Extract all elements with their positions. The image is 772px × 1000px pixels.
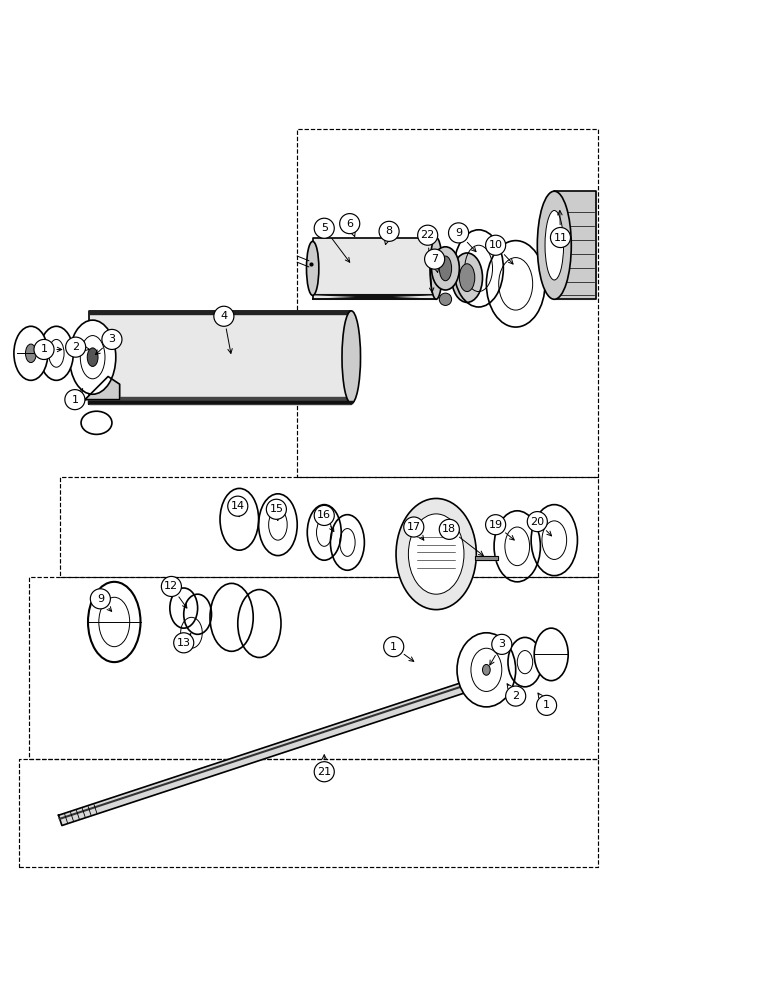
Circle shape xyxy=(102,329,122,349)
Circle shape xyxy=(340,214,360,234)
Circle shape xyxy=(214,306,234,326)
Text: 15: 15 xyxy=(269,504,283,514)
Circle shape xyxy=(314,505,334,525)
Text: 10: 10 xyxy=(489,240,503,250)
Text: 9: 9 xyxy=(455,228,462,238)
Text: 18: 18 xyxy=(442,524,456,534)
Ellipse shape xyxy=(482,664,490,675)
Circle shape xyxy=(34,339,54,359)
Text: 2: 2 xyxy=(72,342,80,352)
Text: 4: 4 xyxy=(220,311,228,321)
Polygon shape xyxy=(313,295,436,299)
Circle shape xyxy=(314,218,334,238)
Polygon shape xyxy=(475,556,498,560)
Ellipse shape xyxy=(439,256,452,281)
Circle shape xyxy=(449,223,469,243)
Ellipse shape xyxy=(439,293,452,305)
Ellipse shape xyxy=(545,211,564,280)
Ellipse shape xyxy=(306,241,319,295)
Ellipse shape xyxy=(87,348,98,366)
Ellipse shape xyxy=(69,320,116,394)
Ellipse shape xyxy=(39,326,73,380)
Circle shape xyxy=(90,589,110,609)
Polygon shape xyxy=(89,311,351,403)
Text: 1: 1 xyxy=(40,344,48,354)
Circle shape xyxy=(314,762,334,782)
Ellipse shape xyxy=(396,498,476,610)
Ellipse shape xyxy=(537,191,571,299)
Circle shape xyxy=(506,686,526,706)
Text: 1: 1 xyxy=(390,642,398,652)
Polygon shape xyxy=(313,238,436,299)
Circle shape xyxy=(379,221,399,241)
Ellipse shape xyxy=(342,311,361,403)
Ellipse shape xyxy=(471,648,502,691)
Text: 8: 8 xyxy=(385,226,393,236)
Circle shape xyxy=(550,227,571,248)
Ellipse shape xyxy=(452,253,482,302)
Circle shape xyxy=(404,517,424,537)
Polygon shape xyxy=(89,311,351,314)
Text: 19: 19 xyxy=(489,520,503,530)
Circle shape xyxy=(486,515,506,535)
Circle shape xyxy=(384,637,404,657)
Polygon shape xyxy=(85,376,120,400)
Text: 7: 7 xyxy=(431,254,438,264)
Circle shape xyxy=(425,249,445,269)
Text: 21: 21 xyxy=(317,767,331,777)
Circle shape xyxy=(486,235,506,255)
Circle shape xyxy=(66,337,86,357)
Circle shape xyxy=(174,633,194,653)
Text: 17: 17 xyxy=(407,522,421,532)
Text: 9: 9 xyxy=(96,594,104,604)
Ellipse shape xyxy=(457,633,516,707)
Circle shape xyxy=(527,512,547,532)
Text: 2: 2 xyxy=(512,691,520,701)
Text: 22: 22 xyxy=(421,230,435,240)
Circle shape xyxy=(439,519,459,539)
Circle shape xyxy=(266,499,286,519)
Circle shape xyxy=(228,496,248,516)
Ellipse shape xyxy=(80,336,105,379)
Circle shape xyxy=(65,390,85,410)
Text: 12: 12 xyxy=(164,581,178,591)
Text: 5: 5 xyxy=(320,223,328,233)
Text: 11: 11 xyxy=(554,233,567,243)
Ellipse shape xyxy=(430,238,442,299)
Circle shape xyxy=(492,634,512,654)
Text: 20: 20 xyxy=(530,517,544,527)
Circle shape xyxy=(418,225,438,245)
Ellipse shape xyxy=(81,411,112,434)
Text: 3: 3 xyxy=(498,639,506,649)
Ellipse shape xyxy=(14,326,48,380)
Polygon shape xyxy=(89,397,351,403)
Circle shape xyxy=(537,695,557,715)
Text: 16: 16 xyxy=(317,510,331,520)
Text: 1: 1 xyxy=(71,395,79,405)
Text: 14: 14 xyxy=(231,501,245,511)
Polygon shape xyxy=(554,191,596,299)
Ellipse shape xyxy=(534,628,568,681)
Text: 1: 1 xyxy=(543,700,550,710)
Ellipse shape xyxy=(49,339,64,367)
Text: 3: 3 xyxy=(108,334,116,344)
Ellipse shape xyxy=(408,514,464,594)
Circle shape xyxy=(161,576,181,596)
Text: 13: 13 xyxy=(177,638,191,648)
Ellipse shape xyxy=(25,344,36,363)
Polygon shape xyxy=(59,672,496,826)
Ellipse shape xyxy=(459,264,475,292)
Text: 6: 6 xyxy=(346,219,354,229)
Ellipse shape xyxy=(432,247,459,290)
